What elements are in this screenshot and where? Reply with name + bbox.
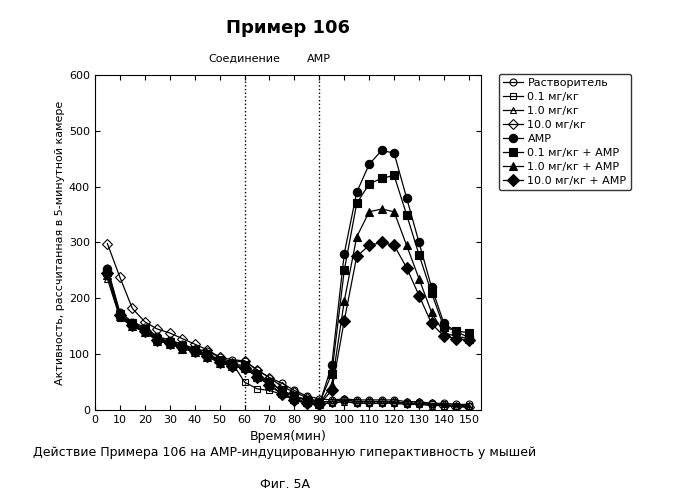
X-axis label: Время(мин): Время(мин)	[250, 430, 327, 444]
Text: АМР: АМР	[307, 54, 332, 64]
Legend: Растворитель, 0.1 мг/кг, 1.0 мг/кг, 10.0 мг/кг, АМР, 0.1 мг/кг + АМР, 1.0 мг/кг : Растворитель, 0.1 мг/кг, 1.0 мг/кг, 10.0…	[498, 74, 631, 190]
Text: Фиг. 5А: Фиг. 5А	[260, 478, 310, 492]
Title: Пример 106: Пример 106	[226, 20, 350, 38]
Text: Соединение: Соединение	[209, 54, 281, 64]
Text: Действие Примера 106 на АМР-индуцированную гиперактивность у мышей: Действие Примера 106 на АМР-индуцированн…	[33, 446, 536, 459]
Y-axis label: Активность, рассчитанная в 5-минутной камере: Активность, рассчитанная в 5-минутной ка…	[55, 100, 65, 385]
